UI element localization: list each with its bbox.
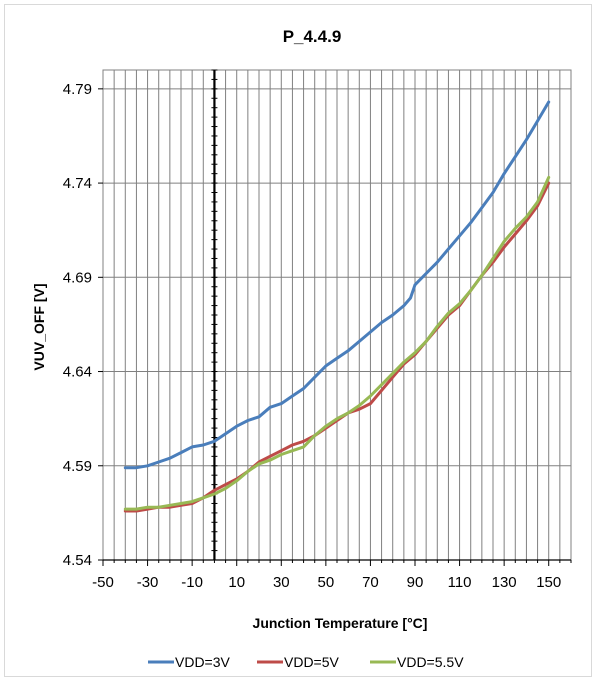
legend-label-2: VDD=5V — [284, 654, 340, 670]
y-tick-label: 4.64 — [63, 364, 92, 381]
y-axis-title: VUV_OFF [V] — [31, 283, 47, 370]
series-line-1 — [123, 100, 551, 470]
x-tick-label: 10 — [228, 574, 245, 591]
y-tick-label: 4.79 — [63, 81, 92, 98]
x-tick-label: -30 — [137, 574, 159, 591]
x-axis-title: Junction Temperature [°C] — [253, 615, 428, 631]
chart-title: P_4.4.9 — [283, 27, 342, 46]
grid-layer — [102, 69, 572, 561]
legend: VDD=3V VDD=5V VDD=5.5V — [148, 654, 464, 670]
y-tick-label: 4.59 — [63, 458, 92, 475]
y-tick-label: 4.74 — [63, 175, 92, 192]
y-tick-label: 4.54 — [63, 552, 92, 569]
series-layer — [123, 100, 551, 513]
chart-frame — [4, 4, 592, 677]
y-tick-label: 4.69 — [63, 269, 92, 286]
x-tick-label: 150 — [536, 574, 561, 591]
x-tick-label: 50 — [318, 574, 335, 591]
x-tick-label: -10 — [181, 574, 203, 591]
x-tick-label: 70 — [362, 574, 379, 591]
x-tick-label: 130 — [492, 574, 517, 591]
x-tick-label: 110 — [448, 574, 472, 591]
series-line-3 — [123, 175, 551, 511]
axis-layer — [98, 69, 572, 566]
legend-label-3: VDD=5.5V — [397, 654, 464, 670]
x-tick-label: 30 — [273, 574, 290, 591]
x-tick-label: 90 — [407, 574, 424, 591]
x-tick-label: -50 — [92, 574, 114, 591]
tick-label-layer: -50 -30 -10 10 30 50 70 90 110 130 150 4.54 4.59 4.64… — [63, 81, 561, 591]
legend-label-1: VDD=3V — [175, 654, 231, 670]
